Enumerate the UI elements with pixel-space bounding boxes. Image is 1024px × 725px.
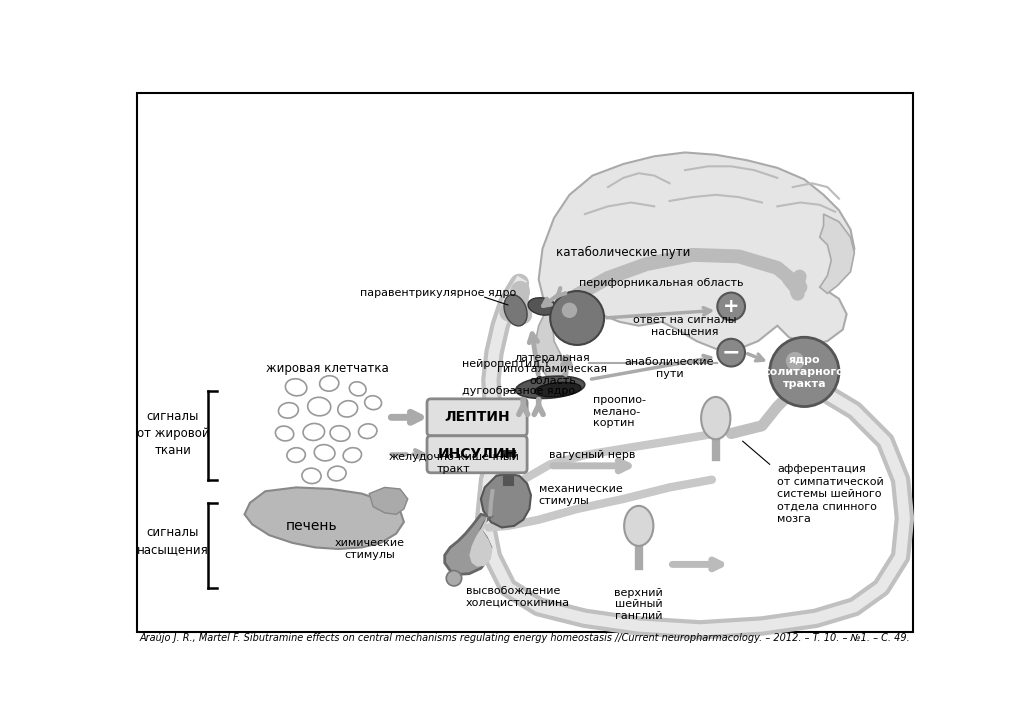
Ellipse shape [279, 402, 298, 418]
Polygon shape [481, 473, 531, 528]
Polygon shape [370, 487, 408, 514]
Ellipse shape [701, 397, 730, 439]
Ellipse shape [528, 298, 557, 315]
Ellipse shape [307, 397, 331, 416]
Circle shape [717, 339, 745, 367]
Text: желудочно-кишечный
тракт: желудочно-кишечный тракт [388, 452, 519, 473]
Text: паравентрикулярное ядро: паравентрикулярное ядро [360, 289, 517, 299]
Circle shape [562, 302, 578, 318]
Text: печень: печень [286, 519, 337, 533]
Circle shape [785, 352, 804, 370]
Ellipse shape [338, 401, 357, 417]
Ellipse shape [343, 447, 361, 463]
Text: анаболические
пути: анаболические пути [625, 357, 715, 379]
FancyBboxPatch shape [427, 436, 527, 473]
Ellipse shape [365, 396, 382, 410]
Text: перифорникальная область: перифорникальная область [580, 278, 744, 289]
Text: химические
стимулы: химические стимулы [334, 538, 404, 560]
Ellipse shape [275, 426, 294, 441]
Polygon shape [819, 214, 854, 294]
Circle shape [550, 291, 604, 345]
Polygon shape [444, 514, 490, 574]
Text: вагусный нерв: вагусный нерв [549, 450, 636, 460]
Text: высвобождение
холецистокинина: высвобождение холецистокинина [466, 586, 569, 608]
Polygon shape [245, 487, 403, 549]
Circle shape [770, 337, 839, 407]
Ellipse shape [287, 448, 305, 463]
Ellipse shape [330, 426, 350, 442]
Text: −: − [722, 343, 740, 362]
Text: механические
стимулы: механические стимулы [539, 484, 623, 506]
Ellipse shape [358, 424, 377, 439]
Ellipse shape [319, 376, 339, 392]
Text: верхний
шейный
ганглий: верхний шейный ганглий [614, 587, 664, 621]
Text: сигналы
насыщения: сигналы насыщения [137, 526, 209, 556]
Ellipse shape [516, 376, 585, 399]
Text: жировая клетчатка: жировая клетчатка [265, 362, 388, 375]
Text: ИНСУЛИН: ИНСУЛИН [437, 447, 517, 461]
Ellipse shape [504, 294, 527, 326]
Polygon shape [539, 152, 854, 349]
Text: сигналы
от жировой
ткани: сигналы от жировой ткани [136, 410, 209, 457]
Ellipse shape [349, 382, 367, 396]
FancyBboxPatch shape [427, 399, 527, 436]
Ellipse shape [303, 423, 325, 441]
Text: +: + [723, 297, 739, 316]
FancyBboxPatch shape [137, 93, 912, 632]
Text: латеральная
гипоталамическая
область: латеральная гипоталамическая область [498, 352, 607, 386]
Text: афферентация
от симпатической
системы шейного
отдела спинного
мозга: афферентация от симпатической системы ше… [777, 464, 884, 524]
Circle shape [446, 571, 462, 586]
Text: дугообразное ядро: дугообразное ядро [462, 386, 574, 396]
Polygon shape [469, 517, 493, 567]
Text: нейропептид Y: нейропептид Y [462, 359, 550, 369]
Ellipse shape [286, 378, 307, 396]
Text: ответ на сигналы
насыщения: ответ на сигналы насыщения [633, 315, 736, 336]
Text: катаболические пути: катаболические пути [556, 246, 690, 259]
Text: ядро
солитарного
тракта: ядро солитарного тракта [764, 355, 845, 389]
Circle shape [717, 293, 745, 320]
Ellipse shape [302, 468, 322, 484]
Text: проопио-
мелано-
кортин: проопио- мелано- кортин [593, 395, 645, 428]
Ellipse shape [314, 444, 335, 461]
Ellipse shape [535, 382, 581, 397]
Text: Araújo J. R., Martel F. Sibutramine effects on central mechanisms regulating ene: Araújo J. R., Martel F. Sibutramine effe… [139, 632, 910, 643]
Polygon shape [535, 310, 565, 380]
Ellipse shape [625, 506, 653, 546]
Ellipse shape [328, 466, 346, 481]
Text: ЛЕПТИН: ЛЕПТИН [444, 410, 510, 424]
